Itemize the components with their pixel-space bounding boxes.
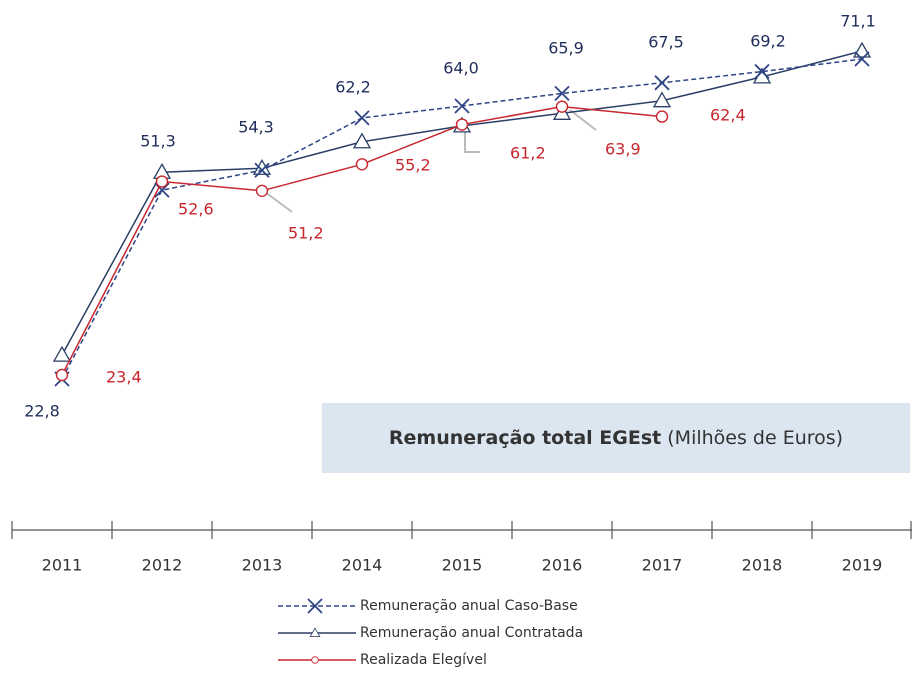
- legend-label: Remuneração anual Caso-Base: [360, 598, 578, 614]
- legend-label: Realizada Elegível: [360, 652, 487, 668]
- legend-marker: [307, 598, 323, 614]
- data-label: 52,6: [178, 200, 214, 219]
- data-label: 61,2: [510, 144, 546, 163]
- title-box: [322, 403, 910, 473]
- data-label: 23,4: [106, 368, 142, 387]
- point: [355, 158, 369, 171]
- legend-item: Remuneração anual Caso-Base: [278, 598, 578, 614]
- x-tick-label: 2013: [242, 556, 283, 575]
- point: [354, 110, 370, 126]
- point: [55, 368, 69, 382]
- data-label: 63,9: [605, 140, 641, 159]
- data-label: 22,8: [24, 402, 60, 421]
- x-tick-label: 2017: [642, 556, 683, 575]
- data-label: 62,2: [335, 78, 371, 97]
- data-label: 69,2: [750, 32, 786, 51]
- subtitle: (Milhões de Euros): [667, 427, 843, 449]
- x-tick-label: 2019: [842, 556, 883, 575]
- point: [554, 85, 570, 102]
- data-label: 51,3: [140, 132, 176, 151]
- leader-lines: [264, 109, 597, 213]
- point: [254, 162, 270, 178]
- point: [454, 98, 470, 114]
- legend-item: Realizada Elegível: [278, 652, 487, 668]
- point: [352, 132, 372, 149]
- data-label: 55,2: [395, 156, 431, 175]
- point: [754, 63, 770, 80]
- point: [654, 75, 670, 91]
- point: [852, 41, 872, 58]
- x-tick-label: 2011: [42, 556, 83, 575]
- legend-marker: [309, 627, 321, 637]
- legend: Remuneração anual Caso-Base Remuneração a…: [278, 598, 583, 668]
- point: [255, 184, 269, 198]
- point: [455, 118, 469, 131]
- x-tick-label: 2015: [442, 556, 483, 575]
- point: [555, 100, 569, 113]
- data-label: 64,0: [443, 59, 479, 78]
- title: Remuneração total EGEst: [389, 427, 661, 449]
- x-tick-label: 2012: [142, 556, 183, 575]
- x-tick-label: 2016: [542, 556, 583, 575]
- point: [52, 345, 72, 362]
- legend-item: Remuneração anual Contratada: [278, 625, 583, 641]
- legend-label: Remuneração anual Contratada: [360, 625, 583, 641]
- x-tick-label: 2018: [742, 556, 783, 575]
- legend-marker: [311, 656, 319, 664]
- data-label: 54,3: [238, 118, 274, 137]
- point: [854, 51, 870, 67]
- point: [155, 175, 169, 188]
- data-label: 65,9: [548, 39, 584, 58]
- data-label: 67,5: [648, 33, 684, 52]
- data-label: 71,1: [840, 12, 876, 31]
- point: [652, 91, 672, 108]
- point: [655, 110, 669, 123]
- x-tick-label: 2014: [342, 556, 383, 575]
- chart-title: Remuneração total EGEst (Milhões de Euro…: [389, 427, 843, 449]
- data-label: 51,2: [288, 224, 324, 243]
- data-label: 62,4: [710, 106, 746, 125]
